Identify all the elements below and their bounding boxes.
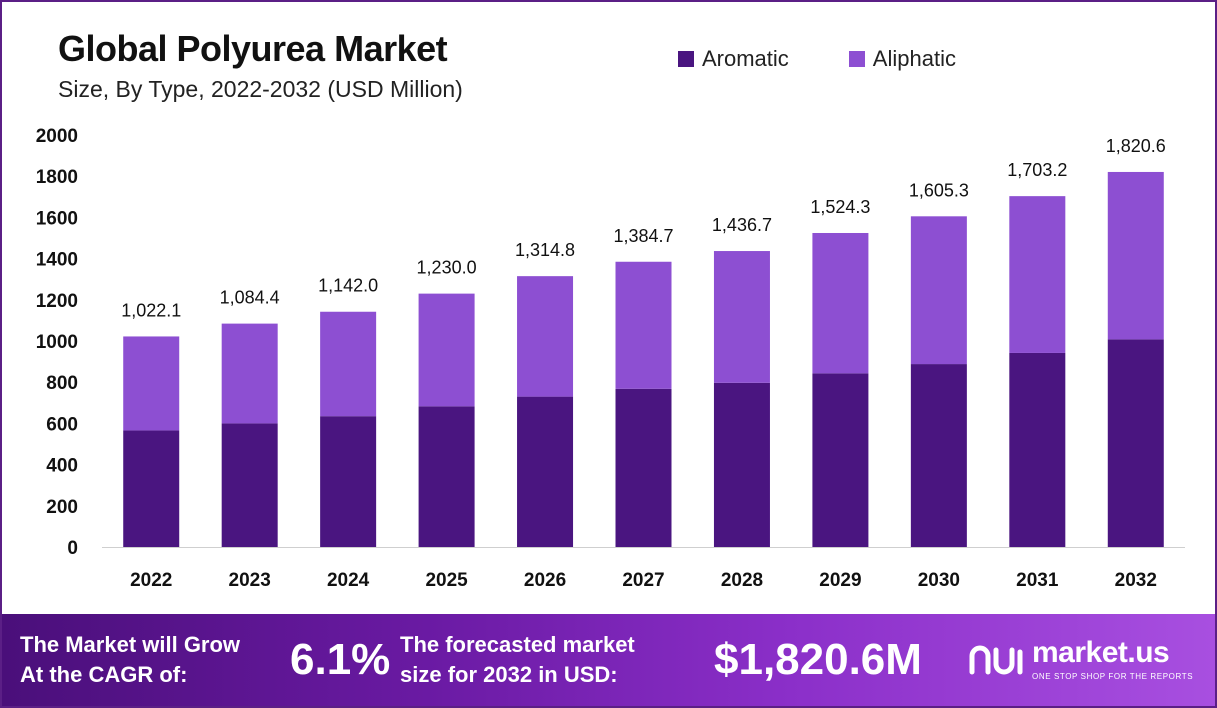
bar-aromatic-2032 — [1107, 339, 1164, 547]
bar-aromatic-2031 — [1009, 352, 1066, 547]
bar-aliphatic-2024 — [320, 311, 377, 417]
bar-aliphatic-2023 — [221, 323, 278, 424]
cagr-line-2: At the CAGR of: — [20, 662, 188, 687]
x-tick-label-2030: 2030 — [918, 570, 960, 591]
forecast-line-1: The forecasted market — [400, 632, 635, 657]
bar-aromatic-2027 — [615, 388, 672, 547]
bar-aromatic-2026 — [517, 396, 574, 547]
total-label-2024: 1,142.0 — [318, 276, 378, 296]
bar-aliphatic-2028 — [713, 251, 770, 383]
cagr-caption: The Market will Grow At the CAGR of: — [20, 630, 240, 690]
legend: Aromatic Aliphatic — [678, 46, 956, 72]
chart-subtitle: Size, By Type, 2022-2032 (USD Million) — [58, 76, 463, 102]
x-tick-label-2029: 2029 — [819, 570, 861, 591]
total-label-2023: 1,084.4 — [220, 288, 280, 308]
bar-aromatic-2022 — [123, 430, 180, 547]
total-label-2030: 1,605.3 — [909, 180, 969, 200]
bar-aliphatic-2031 — [1009, 196, 1066, 353]
bar-aromatic-2028 — [713, 382, 770, 547]
bar-aromatic-2030 — [910, 364, 967, 547]
legend-swatch-aliphatic — [848, 51, 865, 67]
y-tick-label: 1400 — [36, 250, 78, 271]
total-label-2022: 1,022.1 — [121, 300, 181, 320]
chart-title: Global Polyurea Market — [58, 28, 448, 69]
bar-aliphatic-2027 — [615, 261, 672, 389]
bar-chart: 0 200 400 600 800 1000 1200 1400 1600 1800 2000 1,0… — [36, 126, 1185, 591]
x-tick-label-2024: 2024 — [327, 570, 370, 591]
forecast-caption: The forecasted market size for 2032 in U… — [400, 630, 635, 690]
bar-aromatic-2023 — [221, 423, 278, 547]
bar-aliphatic-2029 — [812, 232, 869, 374]
y-tick-label: 0 — [67, 538, 78, 559]
total-label-2028: 1,436.7 — [712, 215, 772, 235]
x-tick-label-2025: 2025 — [425, 570, 468, 591]
forecast-value: $1,820.6M — [714, 635, 922, 684]
bar-aromatic-2024 — [320, 416, 377, 547]
x-tick-label-2031: 2031 — [1016, 570, 1059, 591]
total-label-2032: 1,820.6 — [1106, 136, 1166, 156]
brand-tagline: ONE STOP SHOP FOR THE REPORTS — [1032, 672, 1194, 681]
bar-aliphatic-2026 — [517, 276, 574, 397]
market-us-logo-icon — [969, 645, 1023, 675]
legend-label-aliphatic: Aliphatic — [872, 46, 956, 71]
bar-aliphatic-2025 — [418, 293, 475, 407]
footer-banner: The Market will Grow At the CAGR of: 6.1… — [2, 614, 1215, 706]
y-tick-label: 1600 — [36, 208, 78, 229]
y-tick-label: 200 — [46, 497, 78, 518]
y-tick-label: 1000 — [36, 332, 78, 353]
y-tick-label: 1800 — [36, 167, 78, 188]
legend-item-aliphatic: Aliphatic — [848, 46, 956, 72]
y-tick-label: 2000 — [36, 126, 78, 147]
x-tick-label-2026: 2026 — [524, 570, 566, 591]
legend-label-aromatic: Aromatic — [702, 46, 789, 71]
legend-swatch-aromatic — [678, 51, 694, 67]
x-tick-label-2028: 2028 — [721, 570, 763, 591]
x-tick-label-2032: 2032 — [1115, 570, 1157, 591]
y-tick-label: 600 — [46, 414, 78, 435]
total-label-2026: 1,314.8 — [515, 240, 575, 260]
x-tick-label-2022: 2022 — [130, 570, 172, 591]
total-label-2027: 1,384.7 — [613, 226, 673, 246]
total-label-2029: 1,524.3 — [810, 197, 870, 217]
y-tick-label: 800 — [46, 373, 78, 394]
legend-item-aromatic: Aromatic — [678, 46, 789, 72]
cagr-line-1: The Market will Grow — [20, 632, 241, 657]
bar-aliphatic-2030 — [910, 216, 967, 365]
x-tick-label-2023: 2023 — [229, 570, 271, 591]
y-tick-label: 400 — [46, 456, 78, 477]
total-label-2025: 1,230.0 — [417, 258, 477, 278]
forecast-line-2: size for 2032 in USD: — [400, 662, 618, 687]
total-label-2031: 1,703.2 — [1007, 160, 1067, 180]
bar-aromatic-2025 — [418, 406, 475, 547]
x-tick-label-2027: 2027 — [622, 570, 664, 591]
bar-aliphatic-2022 — [123, 336, 180, 431]
cagr-value: 6.1% — [290, 635, 391, 684]
brand-name: market.us — [1032, 636, 1170, 669]
bar-aromatic-2029 — [812, 373, 869, 547]
bar-aliphatic-2032 — [1107, 171, 1164, 340]
y-tick-label: 1200 — [36, 291, 78, 312]
